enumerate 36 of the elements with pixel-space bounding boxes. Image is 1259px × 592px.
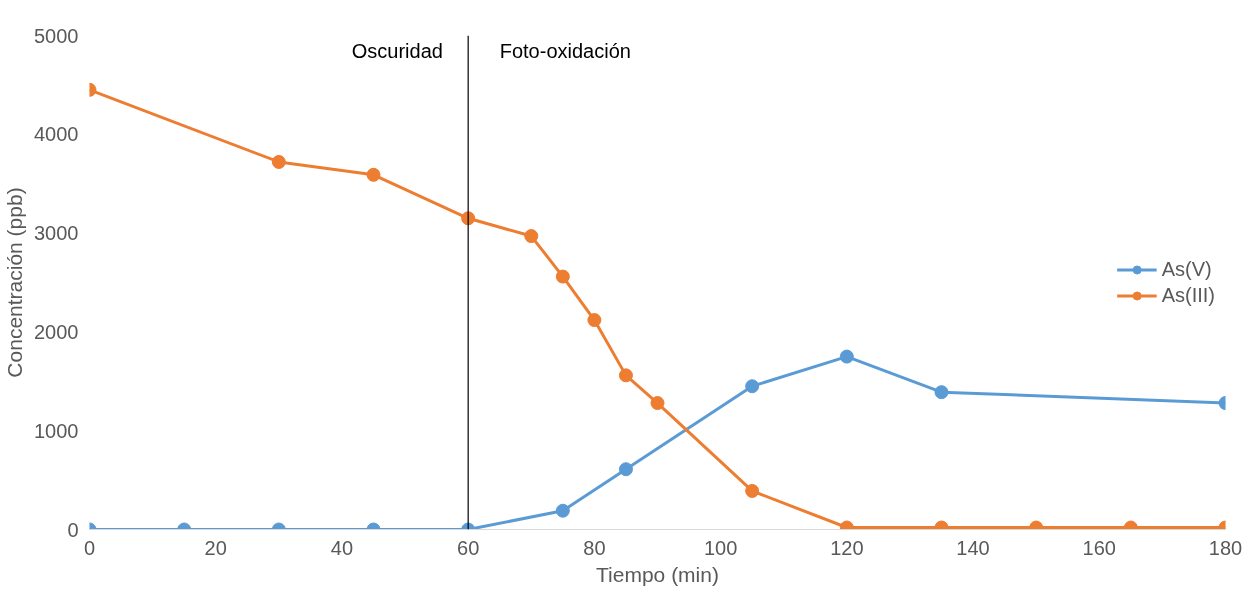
y-tick-label: 0 [67, 518, 79, 541]
x-tick-label: 140 [956, 536, 990, 559]
point [524, 229, 539, 244]
point [934, 385, 949, 400]
x-tick-label: 80 [583, 536, 606, 559]
point [555, 503, 570, 518]
x-tick-label: 60 [457, 536, 480, 559]
point [618, 368, 633, 383]
y-tick-label: 2000 [34, 320, 79, 343]
point [745, 379, 760, 394]
point [461, 211, 476, 226]
y-tick-label: 4000 [34, 123, 79, 146]
x-tick-label: 100 [703, 536, 738, 559]
point [587, 313, 602, 328]
annotation: Foto-oxidación [499, 39, 631, 62]
legend-label: As(III) [1161, 283, 1215, 307]
x-tick-label: 20 [204, 536, 227, 559]
point [271, 154, 286, 169]
y-axis-title: Concentración (ppb) [3, 187, 27, 378]
x-tick-label: 40 [330, 536, 354, 559]
point [618, 462, 633, 477]
annotation: Oscuridad [351, 39, 443, 62]
x-tick-label: 160 [1082, 536, 1116, 559]
point [366, 167, 381, 182]
point [650, 396, 665, 411]
point [745, 483, 760, 498]
x-tick-label: 180 [1208, 536, 1243, 559]
y-tick-label: 5000 [34, 24, 79, 47]
y-tick-label: 3000 [34, 222, 79, 245]
x-tick-label: 0 [83, 536, 96, 559]
point [555, 269, 570, 284]
legend-label: As(V) [1161, 257, 1212, 281]
point [839, 349, 854, 364]
x-axis-title: Tiempo (min) [596, 562, 719, 586]
y-tick-label: 1000 [34, 419, 79, 442]
x-tick-label: 120 [830, 536, 864, 559]
